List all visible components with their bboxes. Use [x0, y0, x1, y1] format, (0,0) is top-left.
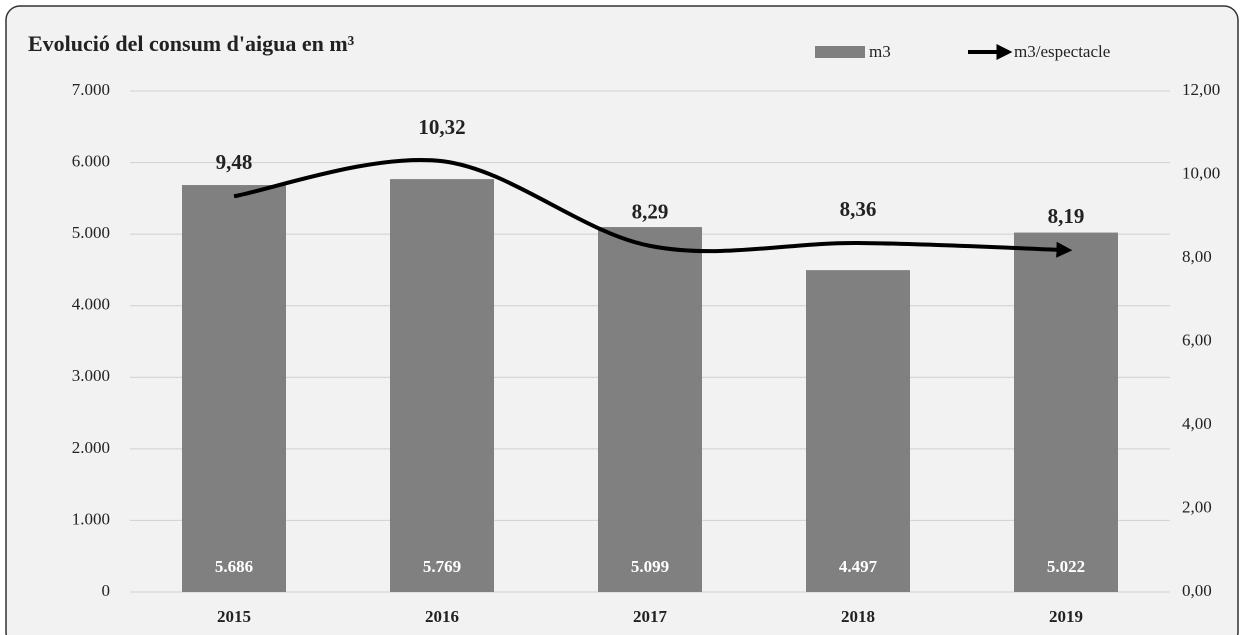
- bar-value-label: 4.497: [839, 557, 878, 576]
- y-tick-label: 4.000: [72, 295, 110, 314]
- y-tick-label: 0: [102, 581, 111, 600]
- legend-label: m3: [869, 42, 891, 61]
- bar: [1014, 232, 1118, 592]
- line-value-label: 8,36: [840, 197, 877, 221]
- y-tick-label: 1.000: [72, 509, 110, 528]
- line-value-label: 8,29: [632, 200, 669, 224]
- bar: [390, 179, 494, 592]
- y2-tick-label: 0,00: [1182, 581, 1212, 600]
- y2-tick-label: 6,00: [1182, 330, 1212, 349]
- legend-swatch: [815, 46, 865, 58]
- bar-value-label: 5.686: [215, 557, 253, 576]
- bar-value-label: 5.769: [423, 557, 461, 576]
- x-tick-label: 2015: [217, 607, 251, 626]
- bar-value-label: 5.099: [631, 557, 669, 576]
- x-tick-label: 2019: [1049, 607, 1083, 626]
- chart-title: Evolució del consum d'aigua en m³: [28, 31, 355, 56]
- y-tick-label: 2.000: [72, 438, 110, 457]
- y2-tick-label: 10,00: [1182, 163, 1220, 182]
- line-value-label: 10,32: [418, 115, 465, 139]
- legend-label: m3/espectacle: [1014, 42, 1110, 61]
- x-tick-label: 2017: [633, 607, 668, 626]
- x-tick-label: 2018: [841, 607, 875, 626]
- y2-tick-label: 8,00: [1182, 247, 1212, 266]
- bar: [182, 185, 286, 592]
- y2-tick-label: 2,00: [1182, 497, 1212, 516]
- y-tick-label: 7.000: [72, 80, 110, 99]
- y-tick-label: 5.000: [72, 223, 110, 242]
- y2-tick-label: 4,00: [1182, 414, 1212, 433]
- line-value-label: 8,19: [1048, 204, 1085, 228]
- y-tick-label: 6.000: [72, 151, 110, 170]
- y2-tick-label: 12,00: [1182, 80, 1220, 99]
- line: [233, 158, 1073, 258]
- bar-value-label: 5.022: [1047, 557, 1085, 576]
- bar: [598, 227, 702, 592]
- x-tick-label: 2016: [425, 607, 459, 626]
- bar: [806, 270, 910, 592]
- y-tick-label: 3.000: [72, 366, 110, 385]
- line-value-label: 9,48: [216, 150, 253, 174]
